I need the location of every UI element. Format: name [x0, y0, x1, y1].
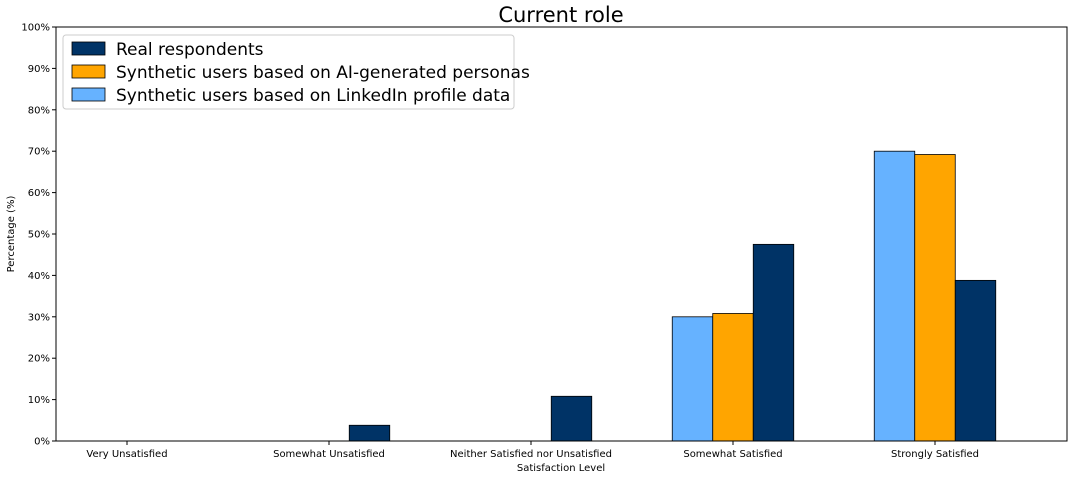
- bar: [348, 424, 391, 442]
- y-tick-label: 20%: [28, 354, 50, 365]
- y-axis: 0% 10% 20% 30% 40% 50% 60% 70% 80% 90% 100%: [21, 23, 56, 448]
- bar: [873, 150, 916, 442]
- x-tick-label: Somewhat Unsatisfied: [273, 449, 385, 460]
- y-tick-label: 80%: [28, 105, 50, 116]
- legend-frame: [62, 34, 515, 110]
- y-tick-label: 10%: [28, 395, 50, 406]
- x-tick-label: Somewhat Satisfied: [683, 449, 782, 460]
- y-tick-label: 30%: [28, 312, 50, 323]
- y-tick-label: 70%: [28, 147, 50, 158]
- x-axis: Very Unsatisfied Somewhat Unsatisfied Neit…: [86, 441, 979, 460]
- y-tick-label: 40%: [28, 271, 50, 282]
- legend: Real respondents Synthetic users based on…: [62, 34, 530, 110]
- bars-group: [348, 150, 997, 442]
- x-axis-label: Satisfaction Level: [517, 463, 605, 474]
- y-tick-label: 90%: [28, 64, 50, 75]
- y-tick-label: 50%: [28, 230, 50, 241]
- legend-swatch: [71, 41, 106, 56]
- bar: [752, 243, 795, 442]
- y-tick-label: 100%: [21, 23, 50, 34]
- x-tick-label: Neither Satisfied nor Unsatisfied: [450, 449, 612, 460]
- bar: [550, 395, 593, 442]
- chart-title: Current role: [498, 3, 623, 27]
- legend-label: Synthetic users based on LinkedIn profil…: [116, 86, 510, 106]
- y-axis-label: Percentage (%): [6, 196, 17, 273]
- legend-label: Synthetic users based on AI-generated pe…: [116, 63, 530, 83]
- x-tick-label: Strongly Satisfied: [891, 449, 979, 460]
- y-tick-label: 0%: [34, 437, 50, 448]
- legend-swatch: [71, 87, 106, 102]
- y-tick-label: 60%: [28, 188, 50, 199]
- x-tick-label: Very Unsatisfied: [86, 449, 167, 460]
- bar: [671, 316, 714, 442]
- bar: [954, 279, 997, 442]
- bar: [712, 313, 754, 442]
- legend-label: Real respondents: [116, 40, 264, 60]
- legend-swatch: [71, 64, 106, 79]
- bar: [914, 154, 956, 442]
